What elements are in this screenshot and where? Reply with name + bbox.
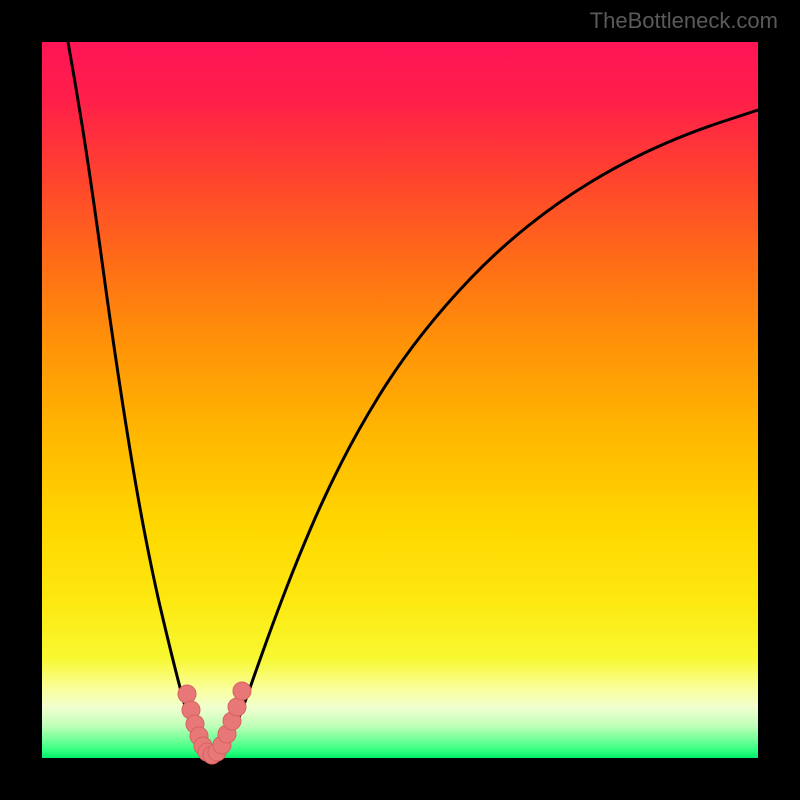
curve-layer	[0, 0, 800, 800]
bottleneck-curve-right	[220, 110, 758, 756]
valley-marker	[233, 682, 251, 700]
root-container: TheBottleneck.com	[0, 0, 800, 800]
valley-marker	[228, 698, 246, 716]
valley-marker	[178, 685, 196, 703]
bottleneck-curve-left	[68, 42, 203, 756]
marker-group	[178, 682, 251, 764]
